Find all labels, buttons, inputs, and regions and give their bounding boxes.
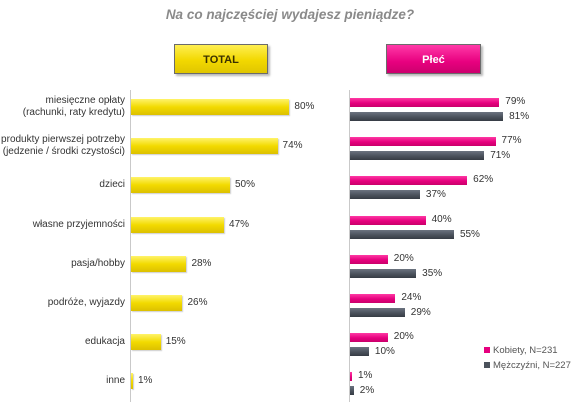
category-label: produkty pierwszej potrzeby (jedzenie / ś… — [1, 134, 125, 158]
category-label: podróże, wyjazdy — [48, 297, 125, 309]
category-label: inne — [106, 375, 125, 387]
value-label-kobiety: 62% — [473, 174, 494, 186]
legend-swatch-mezczyzni — [484, 362, 490, 368]
value-label-total: 26% — [187, 297, 208, 308]
category-label-line: własne przyjemności — [32, 218, 125, 230]
legend-item-kobiety: Kobiety, N=231 — [484, 345, 558, 356]
bar-mezczyzni — [350, 112, 504, 121]
gender-axis-line — [349, 90, 350, 402]
bar-total — [131, 216, 225, 233]
value-label-kobiety: 79% — [505, 96, 526, 107]
value-label-kobiety: 24% — [401, 292, 422, 303]
value-label-mezczyzni: 35% — [422, 267, 443, 279]
value-label-mezczyzni: 55% — [459, 228, 480, 240]
category-label-line: edukacja — [84, 336, 125, 348]
category-label-line: miesięczne opłaty — [45, 95, 125, 106]
bar-mezczyzni — [350, 151, 485, 161]
value-label-mezczyzni: 10% — [374, 346, 395, 358]
category-label-line: (rachunki, raty kredytu) — [22, 107, 125, 118]
value-label-mezczyzni: 37% — [425, 189, 446, 201]
bar-kobiety — [350, 372, 352, 382]
value-label-kobiety: 20% — [393, 252, 414, 264]
value-label-total: 28% — [191, 257, 212, 269]
value-label-total: 15% — [165, 336, 186, 348]
value-label-mezczyzni: 71% — [490, 150, 511, 162]
category-label: własne przyjemności — [33, 219, 125, 231]
bar-total — [131, 334, 161, 351]
bar-kobiety — [350, 215, 426, 225]
bar-total — [131, 138, 278, 155]
bar-total — [131, 177, 230, 194]
legend-label-mezczyzni: Mężczyźni, N=227 — [493, 360, 571, 371]
bar-mezczyzni — [350, 190, 420, 200]
value-label-total: 1% — [138, 375, 153, 387]
category-label-line: podróże, wyjazdy — [47, 297, 125, 308]
value-label-kobiety: 40% — [431, 213, 452, 225]
category-label: edukacja — [85, 336, 125, 348]
value-label-mezczyzni: 29% — [410, 307, 431, 318]
bar-mezczyzni — [350, 386, 354, 396]
category-label-line: pasja/hobby — [71, 257, 125, 269]
category-label: miesięczne opłaty (rachunki, raty kredytu… — [23, 95, 125, 119]
category-label-line: (jedzenie / środki czystości) — [2, 146, 125, 158]
value-label-total: 47% — [229, 218, 250, 230]
legend-label-kobiety: Kobiety, N=231 — [493, 345, 558, 356]
value-label-total: 80% — [294, 101, 315, 112]
category-label-line: dzieci — [99, 179, 125, 191]
bar-kobiety — [350, 254, 388, 264]
bar-kobiety — [350, 137, 496, 147]
legend-item-mezczyzni: Mężczyźni, N=227 — [484, 360, 571, 371]
bar-mezczyzni — [350, 308, 405, 317]
bar-kobiety — [350, 98, 500, 107]
value-label-kobiety: 20% — [393, 331, 414, 343]
bar-kobiety — [350, 176, 468, 186]
value-label-kobiety: 1% — [358, 370, 373, 382]
bar-total — [131, 373, 133, 390]
category-label-line: inne — [106, 375, 125, 387]
gender-panel-header: Płeć — [386, 44, 481, 74]
category-label: pasja/hobby — [71, 258, 125, 270]
bar-kobiety — [350, 333, 388, 343]
bar-mezczyzni — [350, 229, 454, 239]
bar-total — [131, 255, 187, 272]
value-label-mezczyzni: 2% — [359, 385, 375, 397]
bar-total — [131, 99, 290, 115]
total-axis-line — [130, 90, 131, 402]
legend-swatch-kobiety — [484, 347, 490, 353]
bar-kobiety — [350, 294, 396, 303]
total-panel-header: TOTAL — [174, 44, 268, 74]
category-label: dzieci — [99, 179, 125, 191]
bar-mezczyzni — [350, 268, 417, 278]
bar-total — [131, 295, 183, 311]
value-label-total: 74% — [282, 140, 303, 152]
value-label-kobiety: 77% — [501, 135, 522, 147]
bar-mezczyzni — [350, 347, 369, 357]
value-label-mezczyzni: 81% — [509, 111, 530, 122]
chart-title: Na co najczęściej wydajesz pieniądze? — [165, 7, 415, 22]
category-label-line: produkty pierwszej potrzeby — [1, 134, 125, 146]
value-label-total: 50% — [235, 179, 256, 191]
